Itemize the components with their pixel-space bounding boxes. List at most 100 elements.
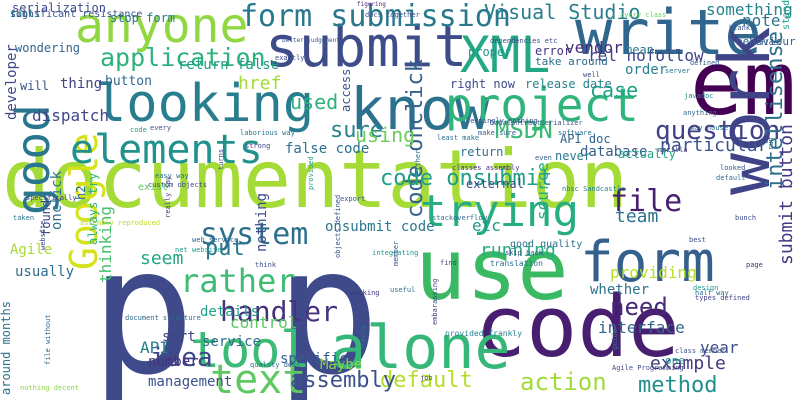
word-p: p [275, 211, 381, 400]
word-looking: looking [95, 74, 315, 134]
word-application: application [100, 43, 266, 72]
word-significant-resistance: significant resistance [10, 9, 143, 20]
word-dependencies-etc: dependencies etc [490, 37, 558, 45]
word-text: text [210, 357, 307, 400]
word-take-around: take around [535, 55, 608, 68]
word-anyone: anyone [75, 0, 249, 54]
word-better-judgement: better judgement [282, 37, 340, 44]
word-code: code [130, 126, 147, 134]
word-whether: whether [590, 282, 650, 298]
word-agile: Agile [10, 242, 53, 258]
word-agile-programming: Agile Programming [612, 364, 684, 372]
word-exist: exist [138, 182, 169, 193]
word-management: management [148, 374, 233, 390]
word-mozilla: mozilla [658, 146, 688, 154]
word-thinking: thinking [96, 205, 115, 283]
word-server: server [665, 67, 691, 75]
word-working: working [350, 289, 380, 297]
word-false-code: false code [285, 141, 370, 157]
word-providing: providing [610, 263, 697, 282]
word-turns: turns [217, 148, 225, 170]
word-nothing-decent: nothing decent [20, 384, 80, 392]
word-database: database [580, 144, 648, 160]
word-reflect: reflect [752, 39, 782, 47]
word-alone: alone [330, 313, 511, 383]
word-design: design [693, 284, 719, 292]
word-project: project [445, 78, 639, 132]
word-vendor: vendor [565, 38, 623, 57]
word-find: find [440, 259, 457, 267]
word-figuring: figuring [357, 1, 386, 8]
word-interface: interface [598, 318, 685, 337]
word-note: note [742, 11, 781, 30]
word-embarassing: embarassing [431, 278, 439, 325]
word-dispatch: dispatch [32, 106, 110, 125]
word-job: job [420, 374, 433, 382]
word-member: member [392, 240, 400, 266]
word-something: something [706, 0, 793, 19]
word-avery-class: avery class [620, 11, 667, 19]
word-maybe: Maybe [320, 357, 363, 373]
word-document-structure: document structure [125, 314, 201, 322]
word-around-months: around months [0, 301, 13, 395]
word-class-member: class member [675, 347, 726, 355]
word-make-sure: make sure [478, 129, 516, 137]
word-specifically: specifically [26, 194, 77, 202]
word-proper: proper [468, 45, 512, 59]
word-behaviour: behaviour [736, 35, 796, 48]
word-developer: developer [4, 44, 20, 120]
word-even: even [535, 154, 552, 162]
word-xml: XML [460, 26, 551, 84]
word-exactly: exactly [275, 54, 305, 62]
word-thing: thing [60, 76, 103, 92]
word-sure: sure [330, 118, 383, 143]
word-provided: provided [307, 156, 315, 190]
word-fill: fill [10, 9, 35, 20]
word-particular: particular [660, 135, 769, 156]
word-return-false: return false [178, 57, 280, 73]
word-seem: seem [140, 248, 184, 269]
word-supply: supply [359, 324, 367, 350]
word-provided-frankly: provided frankly [445, 329, 523, 338]
word-seemingly-nothing: seemingly nothing [466, 117, 538, 125]
word-nothing: nothing [254, 192, 270, 252]
word-quality-docs: quality docs [250, 361, 301, 369]
word-idea: idea [150, 343, 213, 373]
word-least-make: least make [437, 134, 480, 142]
word-handler: handler [220, 295, 339, 328]
word-anything: anything [683, 109, 717, 117]
word-rel-nofollow: rel nofollow [588, 46, 704, 65]
word-classes-assembly: classes assembly [452, 164, 520, 172]
word-code: code [475, 278, 680, 377]
word-p: p [90, 211, 196, 400]
word-always-try: always try [86, 172, 100, 245]
word-guide: guide [611, 328, 619, 350]
word-right-now: right now [450, 77, 516, 91]
word-looked: looked [720, 164, 746, 172]
word-case: case [590, 78, 639, 102]
word-form-submission: form submission [240, 0, 511, 34]
word-objects-defined: objects defined [334, 194, 342, 258]
word-default: default [380, 368, 473, 393]
word-strong: strong [245, 142, 271, 150]
word-best: best [689, 236, 706, 244]
word-msdn: MSDN [495, 116, 553, 144]
word-wondering: wondering [15, 41, 81, 55]
word-tools: tools [10, 9, 41, 20]
word-software: software [558, 129, 592, 137]
word-team: team [615, 206, 659, 227]
word-standard: standard [781, 0, 792, 30]
word-tool: tool [190, 321, 311, 379]
word-assembly: assembly [290, 368, 396, 393]
word-em: em [690, 32, 796, 135]
word-example: example [650, 353, 726, 374]
word-documentation: documentation [2, 133, 629, 226]
word-datacontractserializer: DataContractSerializer [490, 119, 583, 127]
word-usually: usually [15, 264, 75, 280]
word-button: button [105, 74, 152, 89]
word-ton: ton [10, 9, 29, 20]
word-think: think [255, 261, 277, 269]
word-specific: specific [280, 351, 348, 367]
word-service: service [202, 334, 262, 350]
